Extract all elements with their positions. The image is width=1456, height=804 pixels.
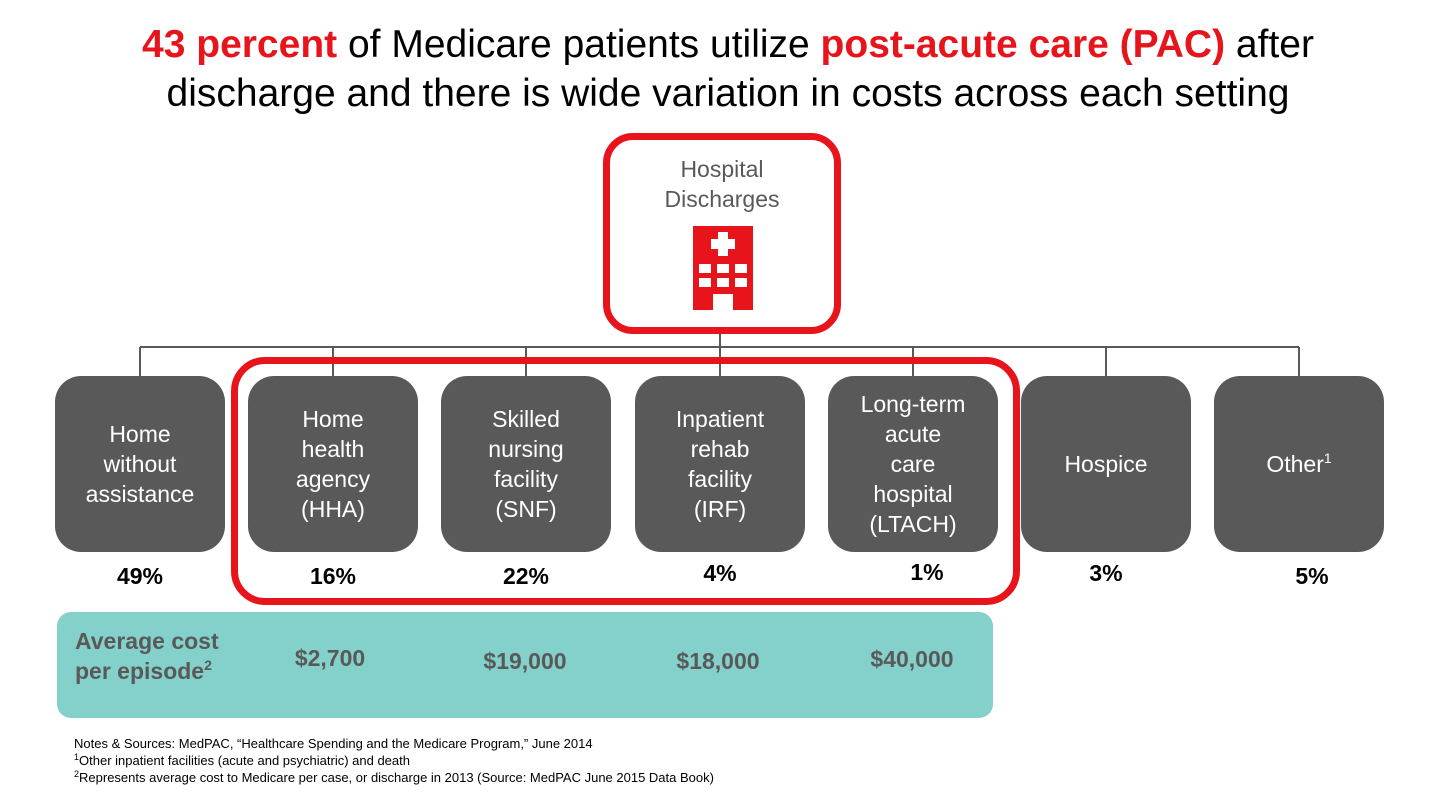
node-long-term-acute-care-hospital: Long-term acute care hospital (LTACH) (828, 376, 998, 552)
cost-hha: $2,700 (294, 645, 366, 671)
percent-home-without-assistance: 49% (116, 563, 164, 589)
cost-irf: $18,000 (676, 648, 760, 674)
notes-line-3: 2Represents average cost to Medicare per… (74, 769, 714, 786)
notes-and-sources: Notes & Sources: MedPAC, “Healthcare Spe… (74, 735, 714, 786)
node-home-without-assistance: Home without assistance (55, 376, 225, 552)
percent-snf: 22% (502, 563, 550, 589)
average-cost-panel: Average cost per episode2 $2,700 $19,000… (57, 612, 993, 718)
node-label: Other1 (1266, 450, 1332, 477)
footnote-marker-2: 2 (204, 657, 212, 673)
node-label: Skilled nursing facility (SNF) (488, 406, 564, 522)
pac-group-outline (231, 357, 1020, 605)
root-label-line-2: Discharges (664, 186, 780, 212)
node-inpatient-rehab-facility: Inpatient rehab facility (IRF) (635, 376, 805, 552)
percent-other: 5% (1295, 563, 1329, 589)
node-label: Home without assistance (85, 421, 195, 507)
title-line-1: 43 percent of Medicare patients utilize … (0, 20, 1456, 69)
percent-irf: 4% (703, 560, 737, 586)
hospital-discharges-label: Hospital Discharges (610, 154, 834, 214)
node-skilled-nursing-facility: Skilled nursing facility (SNF) (441, 376, 611, 552)
percent-hospice: 3% (1089, 560, 1123, 586)
node-label: Hospice (1064, 451, 1148, 477)
node-other: Other1 (1214, 376, 1384, 552)
cost-ltach: $40,000 (870, 646, 954, 672)
slide-title: 43 percent of Medicare patients utilize … (0, 20, 1456, 118)
percent-hha: 16% (309, 563, 357, 589)
title-text-1: of Medicare patients utilize (337, 23, 821, 66)
node-label: Long-term acute care hospital (LTACH) (860, 391, 966, 537)
notes-line-2: 1Other inpatient facilities (acute and p… (74, 752, 410, 769)
cost-snf: $19,000 (483, 648, 567, 674)
title-text-2: after (1225, 23, 1314, 66)
hospital-discharges-box: Hospital Discharges (603, 133, 841, 334)
footnote-marker-1: 1 (1323, 450, 1332, 466)
title-highlight-pac: post-acute care (PAC) (820, 23, 1226, 66)
node-home-health-agency: Home health agency (HHA) (248, 376, 418, 552)
hospital-building-icon (693, 226, 753, 310)
node-label: Home health agency (HHA) (295, 406, 371, 522)
percent-ltach: 1% (910, 559, 944, 585)
average-cost-title: Average cost per episode2 (75, 628, 219, 684)
node-label: Inpatient rehab facility (IRF) (675, 406, 765, 522)
title-highlight-percent: 43 percent (142, 23, 338, 66)
root-label-line-1: Hospital (680, 156, 764, 182)
node-hospice: Hospice (1021, 376, 1191, 552)
notes-line-1: Notes & Sources: MedPAC, “Healthcare Spe… (74, 736, 593, 751)
title-line-2: discharge and there is wide variation in… (166, 72, 1290, 115)
